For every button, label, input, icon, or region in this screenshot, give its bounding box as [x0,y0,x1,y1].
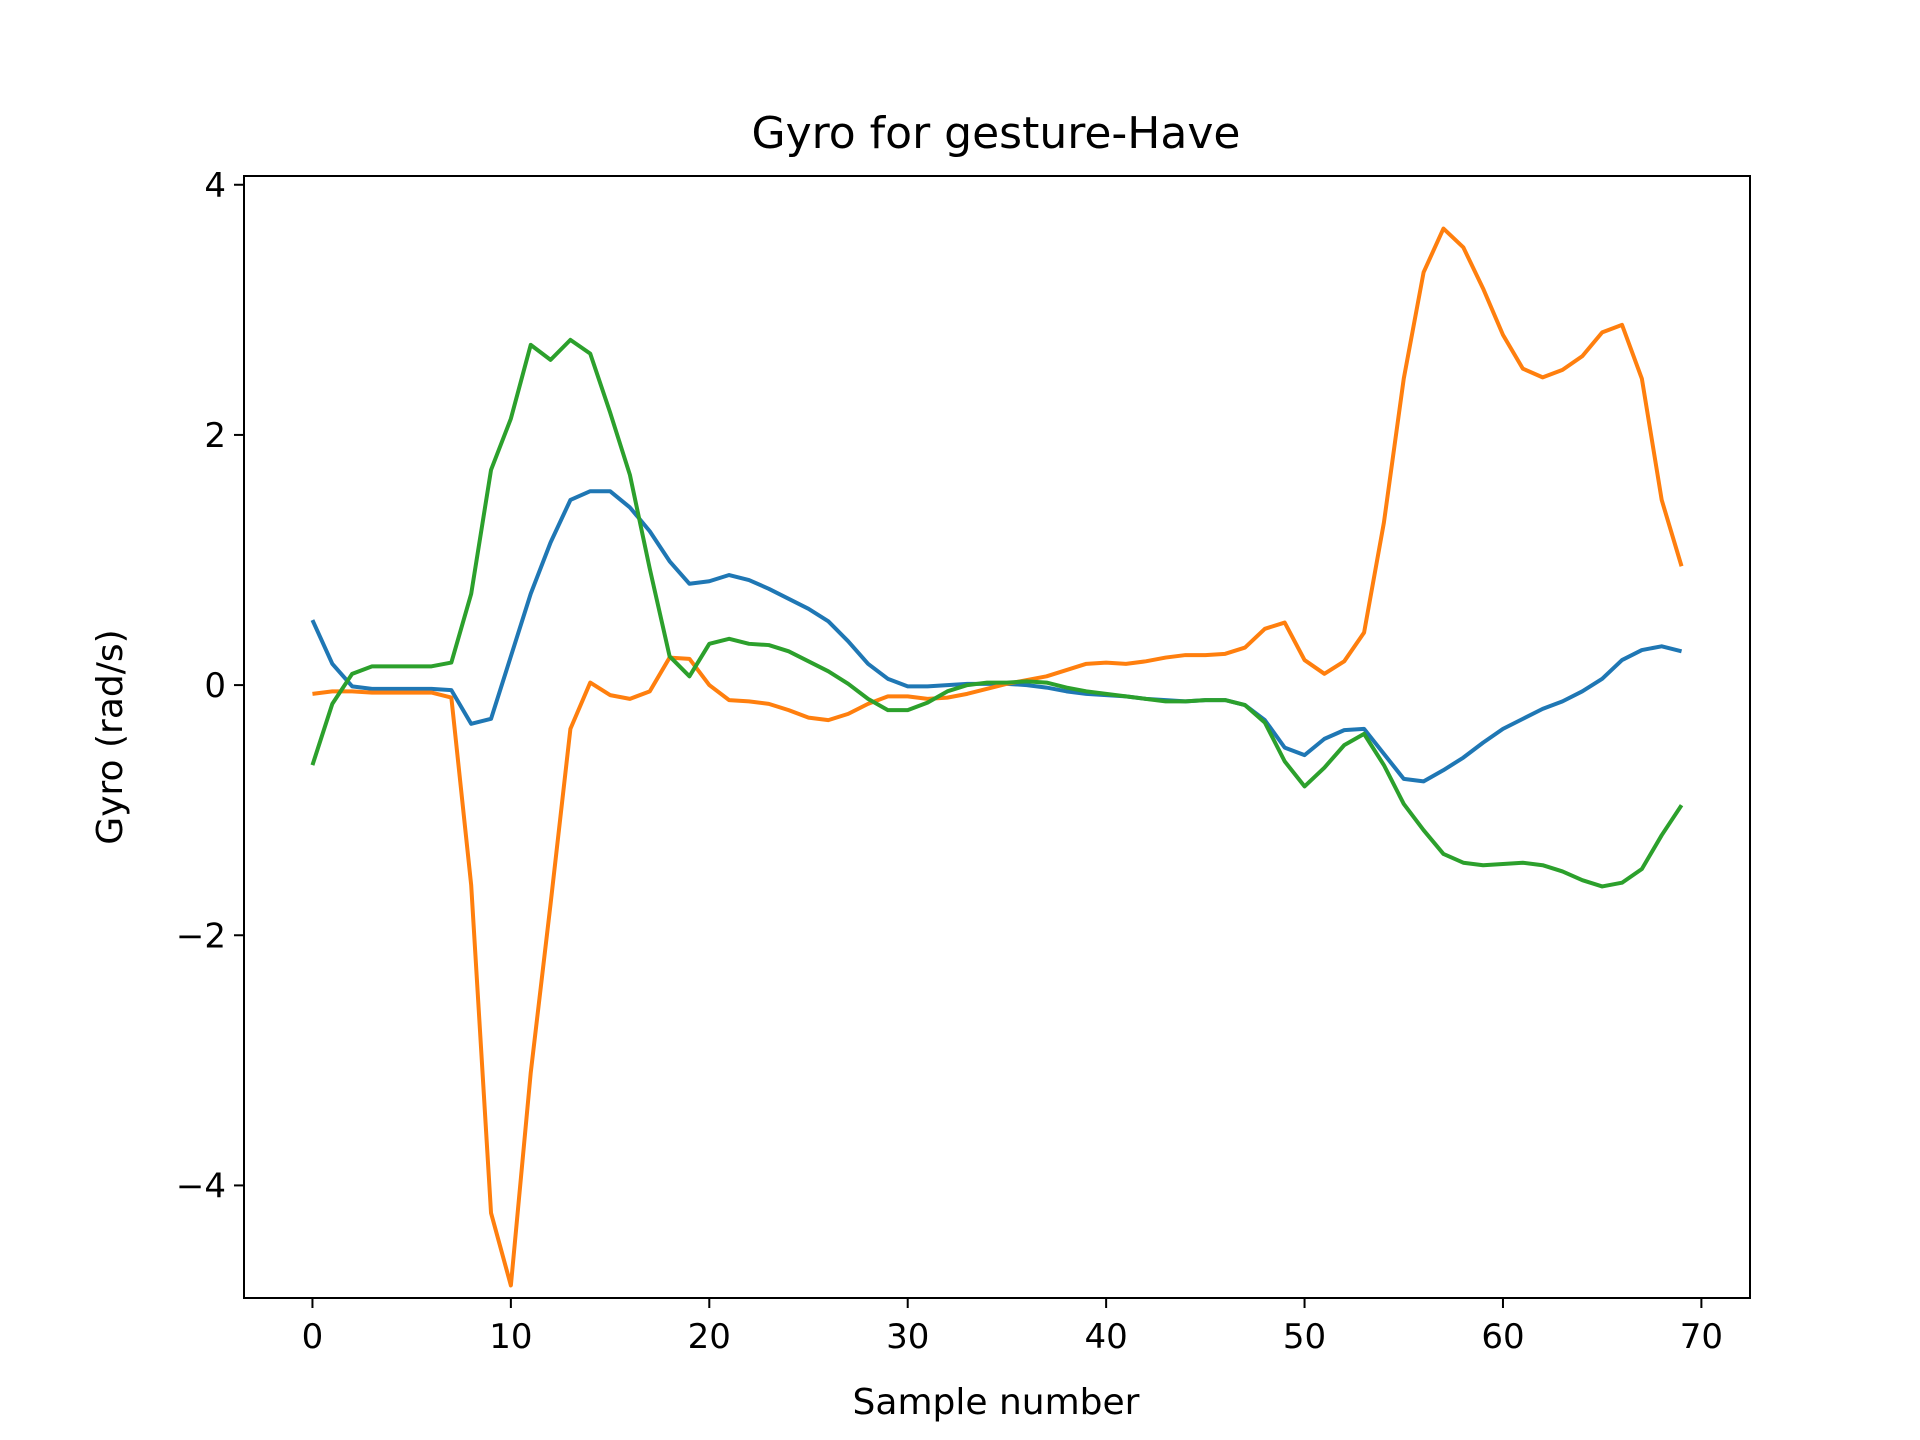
chart-title: Gyro for gesture-Have [752,108,1241,159]
x-axis-label: Sample number [853,1382,1140,1423]
x-tick-label: 10 [489,1317,532,1357]
x-tick-label: 40 [1084,1317,1127,1357]
x-tick-label: 0 [302,1317,324,1357]
y-tick-label: 4 [204,166,226,206]
x-axis: 0 10 20 30 40 50 60 70 [302,1298,1723,1357]
y-tick-label: −4 [176,1166,226,1206]
y-axis-label: Gyro (rad/s) [90,629,131,844]
y-tick-label: −2 [176,916,226,956]
series-line-1 [310,489,1683,784]
y-tick-label: 2 [204,416,226,456]
series-line-3 [310,337,1684,889]
x-tick-label: 30 [886,1317,929,1357]
x-tick-label: 20 [688,1317,731,1357]
series-layer [310,226,1684,1288]
x-tick-label: 60 [1481,1317,1524,1357]
series-line-2 [312,226,1684,1288]
y-axis: 4 2 0 −2 −4 [176,166,244,1206]
plot-area-frame [243,175,1751,1299]
x-tick-label: 70 [1680,1317,1723,1357]
x-tick-label: 50 [1283,1317,1326,1357]
y-tick-label: 0 [204,666,226,706]
